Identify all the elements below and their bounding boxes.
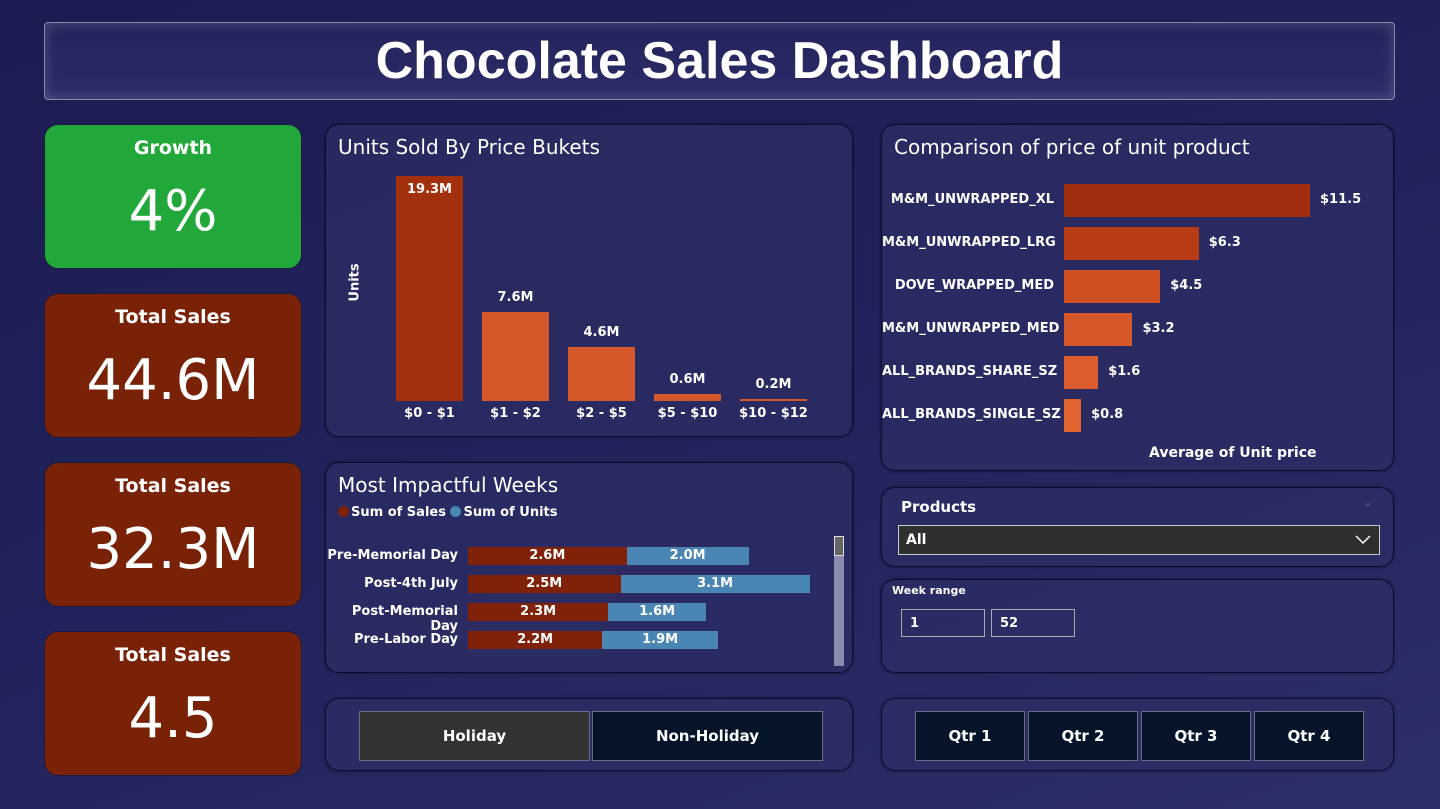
bar-segment (468, 575, 621, 593)
kpi-label: Growth (133, 137, 213, 159)
x-axis-label: Average of Unit price (1149, 445, 1317, 461)
scrollbar[interactable] (834, 536, 844, 666)
bar (740, 398, 807, 401)
qtr-2-button[interactable]: Qtr 2 (1028, 711, 1138, 761)
x-tick-label: $10 - $12 (739, 406, 808, 421)
bar (1064, 184, 1310, 217)
bar (1064, 356, 1099, 389)
x-tick-label: $2 - $5 (576, 406, 627, 421)
data-label: 0.2M (755, 376, 792, 392)
week-range-slicer: Week range 1 52 (881, 579, 1394, 673)
data-label: 0.6M (669, 372, 706, 387)
qtr-4-button[interactable]: Qtr 4 (1254, 711, 1364, 761)
bar (568, 347, 635, 401)
chart-legend: Sum of Sales Sum of Units (338, 505, 558, 520)
bar-segment (468, 603, 609, 621)
data-label: 3.1M (697, 576, 734, 591)
data-label: 4.6M (583, 325, 620, 341)
data-label: $3.2 (1142, 321, 1175, 336)
kpi-label: Total Sales (115, 306, 231, 328)
bar-segment (468, 547, 627, 565)
bar-segment (620, 575, 810, 593)
bar (1064, 399, 1082, 432)
data-label: 2.3M (520, 604, 557, 619)
slicer-title: Products (901, 498, 977, 516)
kpi-label: Total Sales (115, 644, 231, 666)
bar-segment (602, 631, 719, 649)
holiday-button[interactable]: Holiday (359, 711, 590, 761)
bar (1064, 270, 1161, 303)
kpi-value: 44.6M (86, 348, 260, 413)
bar (482, 312, 549, 401)
data-label: 2.0M (669, 548, 706, 563)
impactful-weeks-chart: Most Impactful Weeks Sum of Sales Sum of… (325, 462, 853, 673)
kpi-card-total-sales-2: Total Sales 32.3M (44, 462, 302, 607)
legend-dot-icon (450, 506, 462, 517)
y-tick-label: ALL_BRANDS_SINGLE_SZ (882, 407, 1061, 422)
y-tick-label: DOVE_WRAPPED_MED (894, 278, 1054, 293)
y-tick-label: Pre-Memorial Day (327, 548, 458, 563)
scrollbar-thumb[interactable] (834, 536, 844, 556)
week-max-input[interactable]: 52 (991, 609, 1075, 637)
chevron-down-icon (1355, 535, 1371, 545)
data-label: $11.5 (1320, 192, 1362, 207)
bar (396, 176, 463, 401)
chart-title: Units Sold By Price Bukets (338, 135, 600, 159)
kpi-value: 4.5 (128, 686, 218, 751)
bar (1064, 227, 1199, 260)
data-label: $4.5 (1170, 278, 1203, 293)
slicer-title: Week range (892, 584, 966, 597)
data-label: 19.3M (406, 182, 452, 197)
x-tick-label: $5 - $10 (657, 406, 718, 421)
qtr-3-button[interactable]: Qtr 3 (1141, 711, 1251, 761)
data-label: 7.6M (497, 290, 534, 306)
data-label: 2.5M (526, 576, 563, 591)
y-tick-label: Pre-Labor Day (353, 632, 458, 647)
bar-segment (468, 631, 603, 649)
products-slicer: Products ⌄ All (881, 487, 1394, 567)
kpi-card-total-sales-3: Total Sales 4.5 (44, 631, 302, 776)
kpi-value: 32.3M (86, 517, 260, 582)
x-tick-label: $1 - $2 (490, 406, 541, 421)
dashboard-header: Chocolate Sales Dashboard (44, 22, 1395, 100)
y-tick-label: Post-4th July (364, 576, 458, 591)
unit-price-comparison-chart: Comparison of price of unit product Aver… (881, 124, 1394, 471)
y-tick-label: M&M_UNWRAPPED_LRG (882, 235, 1056, 250)
data-label: $6.3 (1208, 235, 1241, 250)
holiday-slicer: Holiday Non-Holiday (325, 698, 853, 771)
units-by-price-chart: Units Sold By Price Bukets Units 19.3M $0… (325, 124, 853, 437)
chart-title: Comparison of price of unit product (894, 135, 1250, 159)
chevron-down-icon[interactable]: ⌄ (1362, 494, 1374, 510)
data-label: 2.6M (529, 548, 566, 563)
week-min-input[interactable]: 1 (901, 609, 985, 637)
data-label: 1.9M (642, 632, 679, 647)
bar (1064, 313, 1133, 346)
data-label: 2.2M (517, 632, 554, 647)
data-label: 1.6M (639, 604, 676, 619)
legend-item-sales[interactable]: Sum of Sales (338, 505, 446, 520)
legend-dot-icon (338, 506, 349, 517)
y-tick-label: ALL_BRANDS_SHARE_SZ (882, 364, 1058, 379)
products-dropdown[interactable]: All (898, 525, 1380, 555)
bar (654, 394, 721, 401)
bar-segment (608, 603, 706, 621)
kpi-card-total-sales: Total Sales 44.6M (44, 293, 302, 438)
quarter-slicer: Qtr 1 Qtr 2 Qtr 3 Qtr 4 (881, 698, 1394, 771)
data-label: $0.8 (1091, 407, 1124, 422)
bar-segment (626, 547, 749, 565)
non-holiday-button[interactable]: Non-Holiday (592, 711, 823, 761)
x-tick-label: $0 - $1 (404, 406, 455, 421)
qtr-1-button[interactable]: Qtr 1 (915, 711, 1025, 761)
chart-title: Most Impactful Weeks (338, 473, 559, 497)
data-label: $1.6 (1108, 364, 1141, 379)
kpi-value: 4% (128, 179, 218, 244)
kpi-card-growth: Growth 4% (44, 124, 302, 269)
dropdown-value: All (906, 532, 927, 548)
y-tick-label: M&M_UNWRAPPED_MED (882, 321, 1060, 336)
kpi-label: Total Sales (115, 475, 231, 497)
y-tick-label: Post-Memorial Day (351, 604, 458, 634)
y-tick-label: M&M_UNWRAPPED_XL (890, 192, 1054, 207)
legend-item-units[interactable]: Sum of Units (450, 505, 558, 520)
dashboard-title: Chocolate Sales Dashboard (375, 32, 1064, 90)
